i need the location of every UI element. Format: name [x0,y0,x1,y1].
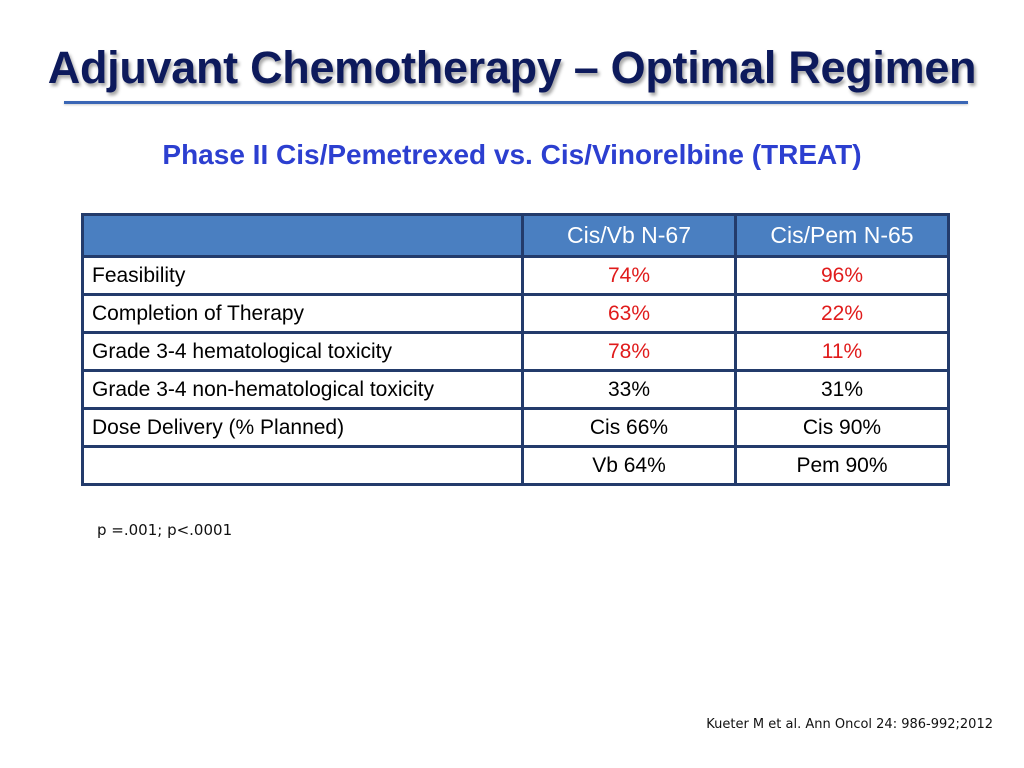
header-cell-label [81,213,524,258]
row-label: Grade 3-4 hematological toxicity [81,331,524,372]
table-row: Vb 64% Pem 90% [81,445,950,486]
cis-vb-value: 63% [521,293,737,334]
slide-title: Adjuvant Chemotherapy – Optimal Regimen [47,42,977,93]
header-cell-cis-vb: Cis/Vb N-67 [521,213,737,258]
cis-pem-value: Pem 90% [734,445,950,486]
p-value-footnote: p =.001; p<.0001 [97,521,233,539]
cis-pem-value: 22% [734,293,950,334]
table-row: Dose Delivery (% Planned) Cis 66% Cis 90… [81,407,950,448]
row-label [81,445,524,486]
row-label: Completion of Therapy [81,293,524,334]
header-cell-cis-pem: Cis/Pem N-65 [734,213,950,258]
cis-vb-value: 74% [521,255,737,296]
table-row: Completion of Therapy 63% 22% [81,293,950,334]
cis-pem-value: 96% [734,255,950,296]
citation: Kueter M et al. Ann Oncol 24: 986-992;20… [706,717,993,732]
table-header-row: Cis/Vb N-67 Cis/Pem N-65 [81,213,950,258]
row-label: Grade 3-4 non-hematological toxicity [81,369,524,410]
cis-vb-value: Cis 66% [521,407,737,448]
row-label: Dose Delivery (% Planned) [81,407,524,448]
cis-pem-value: 11% [734,331,950,372]
row-label: Feasibility [81,255,524,296]
cis-vb-value: Vb 64% [521,445,737,486]
cis-pem-value: 31% [734,369,950,410]
cis-vb-value: 78% [521,331,737,372]
title-divider [64,101,968,104]
cis-vb-value: 33% [521,369,737,410]
table-row: Feasibility 74% 96% [81,255,950,296]
results-table: Cis/Vb N-67 Cis/Pem N-65 Feasibility 74%… [81,213,950,486]
cis-pem-value: Cis 90% [734,407,950,448]
table-row: Grade 3-4 non-hematological toxicity 33%… [81,369,950,410]
table-row: Grade 3-4 hematological toxicity 78% 11% [81,331,950,372]
slide-subtitle: Phase II Cis/Pemetrexed vs. Cis/Vinorelb… [162,139,862,170]
